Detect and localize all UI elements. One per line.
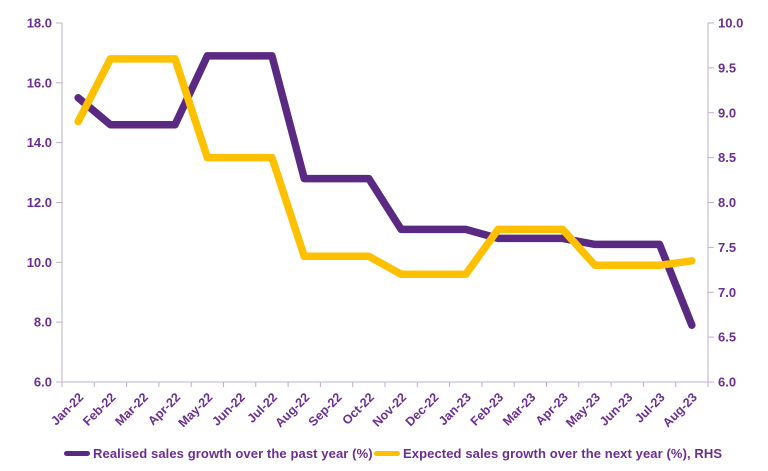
x-axis-category-label: Mar-23 [500,390,538,428]
chart-legend: Realised sales growth over the past year… [0,444,768,464]
y-axis-right-tick-label: 9.5 [718,60,736,75]
series-line-realised [74,52,696,329]
x-axis-category-label: Feb-22 [80,390,118,428]
y-axis-left-tick-label: 10.0 [27,255,52,270]
x-axis-category-label: Jan-22 [48,390,86,428]
y-axis-right-tick-label: 8.5 [718,150,736,165]
y-axis-left-tick-label: 14.0 [27,135,52,150]
legend-swatch-expected [374,450,400,456]
x-axis-category-label: Feb-23 [468,390,506,428]
legend-label-expected: Expected sales growth over the next year… [403,445,723,461]
legend-label-realised: Realised sales growth over the past year… [93,445,373,461]
x-axis-category-label: Aug-23 [660,390,700,430]
y-axis-left-tick-label: 16.0 [27,75,52,90]
y-axis-left-tick-label: 6.0 [34,375,52,390]
x-axis-category-label: Jun-23 [597,390,635,428]
y-axis-right-tick-label: 7.0 [718,285,736,300]
x-axis-category-label: Aug-22 [273,390,313,430]
x-axis-category-label: Jan-23 [436,390,474,428]
series-line-expected [74,55,696,279]
y-axis-left-tick-label: 8.0 [34,315,52,330]
x-axis-category-label: Dec-22 [403,390,442,429]
legend-item-expected[interactable]: Expected sales growth over the next year… [374,444,722,462]
y-axis-right-tick-label: 6.5 [718,330,736,345]
y-axis-right-tick-label: 6.0 [718,375,736,390]
legend-item-realised[interactable]: Realised sales growth over the past year… [64,444,373,462]
x-axis-category-label: Jun-22 [209,390,247,428]
x-axis-category-label: Mar-22 [112,390,150,428]
y-axis-left-tick-label: 12.0 [27,195,52,210]
x-axis-category-label: Nov-22 [370,390,409,429]
y-axis-right-tick-label: 10.0 [718,16,743,31]
y-axis-right-tick-label: 8.0 [718,195,736,210]
y-axis-right-tick-label: 9.0 [718,105,736,120]
x-axis-category-label: Sep-22 [306,390,345,429]
legend-swatch-realised [64,450,90,456]
y-axis-right-tick-label: 7.5 [718,240,736,255]
y-axis-left-tick-label: 18.0 [27,16,52,31]
x-axis-category-label: May-23 [563,390,603,430]
x-axis-category-label: May-22 [176,390,216,430]
